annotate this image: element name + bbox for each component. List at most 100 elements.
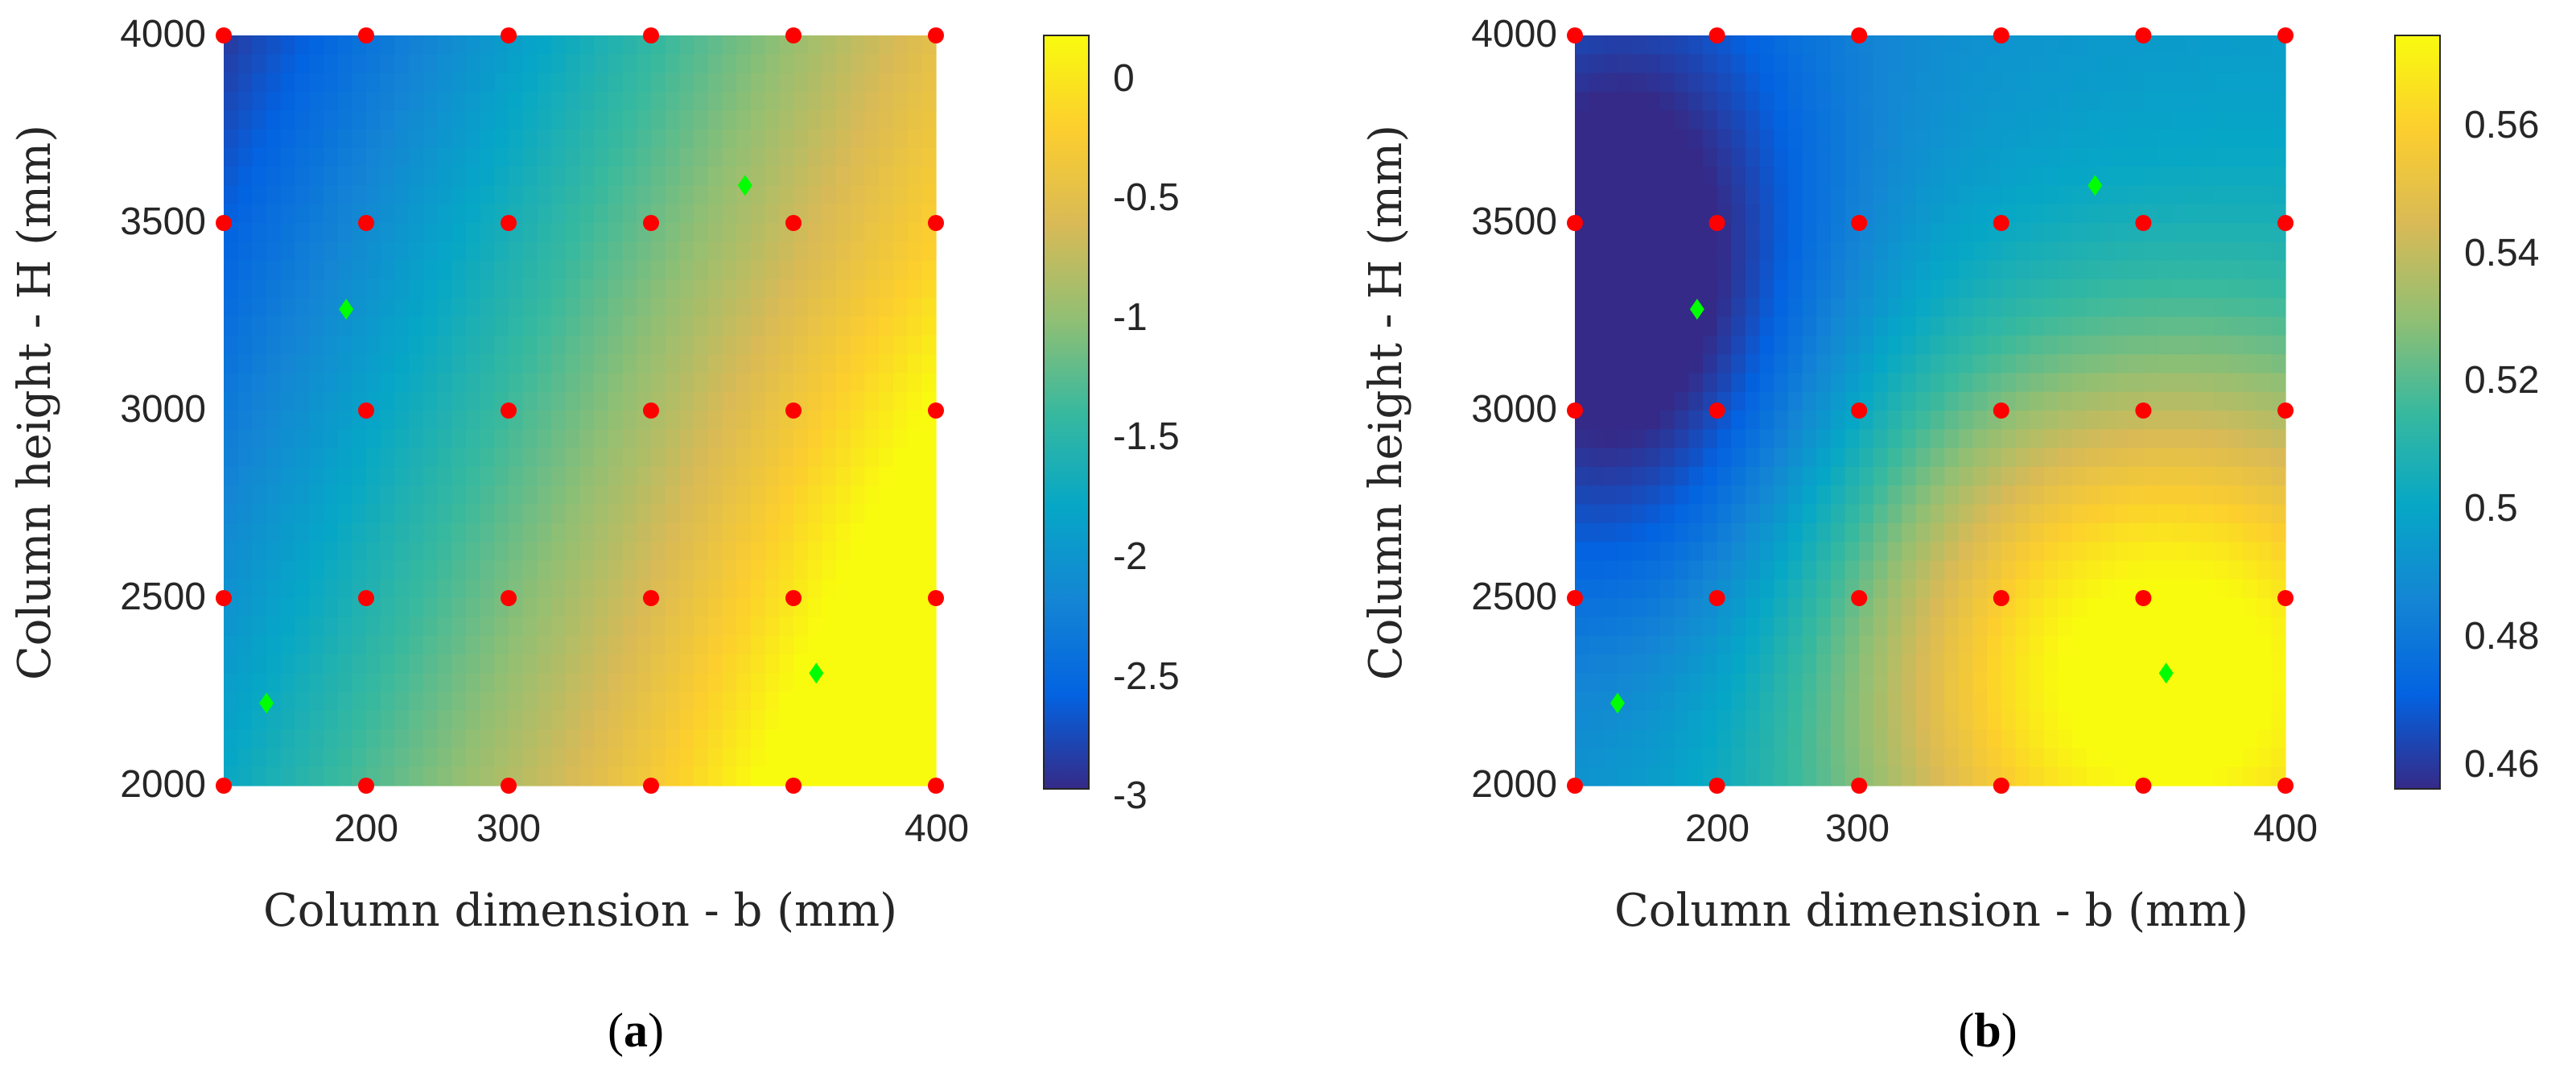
- heatmap-cell: [2043, 504, 2059, 524]
- heatmap-cell: [836, 766, 851, 786]
- heatmap-cell: [2115, 129, 2130, 149]
- heatmap-cell: [380, 411, 395, 430]
- heatmap-cell: [2015, 579, 2030, 599]
- heatmap-cell: [1915, 448, 1931, 468]
- heatmap-cell: [1774, 354, 1789, 374]
- colorbar-tick-label: 0: [1113, 57, 1135, 100]
- heatmap-cell: [1887, 466, 1902, 486]
- heatmap-cell: [465, 542, 481, 561]
- heatmap-cell: [622, 354, 637, 374]
- heatmap-cell: [822, 485, 837, 506]
- heatmap-cell: [736, 391, 752, 411]
- heatmap-cell: [1930, 72, 1945, 93]
- heatmap-cell: [394, 448, 410, 468]
- heatmap-cell: [736, 54, 752, 74]
- heatmap-cell: [295, 448, 310, 468]
- heatmap-cell: [309, 429, 324, 449]
- heatmap-cell: [1844, 691, 1860, 712]
- heatmap-cell: [394, 748, 410, 768]
- heatmap-cell: [594, 260, 609, 280]
- heatmap-cell: [1674, 411, 1689, 430]
- heatmap-cell: [352, 72, 367, 93]
- heatmap-cell: [1646, 411, 1661, 430]
- heatmap-cell: [565, 223, 581, 242]
- heatmap-cell: [608, 766, 624, 786]
- heatmap-cell: [337, 635, 352, 655]
- heatmap-cell: [836, 54, 851, 74]
- heatmap-cell: [707, 91, 723, 111]
- heatmap-cell: [266, 316, 282, 336]
- heatmap-cell: [1659, 316, 1675, 336]
- heatmap-cell: [822, 72, 837, 93]
- heatmap-cell: [765, 298, 780, 318]
- heatmap-cell: [1659, 279, 1675, 299]
- heatmap-cell: [2115, 223, 2130, 242]
- heatmap-cell: [409, 598, 424, 617]
- heatmap-cell: [879, 354, 894, 374]
- heatmap-cell: [437, 335, 452, 355]
- heatmap-cell: [565, 316, 581, 336]
- heatmap-cell: [565, 691, 581, 712]
- heatmap-cell: [2129, 466, 2144, 486]
- heatmap-cell: [2115, 504, 2130, 524]
- heatmap-cell: [2100, 598, 2116, 617]
- heatmap-cell: [237, 635, 253, 655]
- heatmap-cell: [437, 710, 452, 730]
- heatmap-cell: [1987, 485, 2002, 506]
- heatmap-cell: [1930, 766, 1945, 786]
- heatmap-cell: [224, 354, 239, 374]
- heatmap-cell: [2001, 72, 2017, 93]
- heatmap-cell: [551, 729, 567, 749]
- heatmap-cell: [522, 91, 538, 111]
- sample-point: [2277, 402, 2294, 419]
- heatmap-cell: [694, 391, 709, 411]
- colorbar-tick-label: 0.5: [2464, 487, 2518, 530]
- heatmap-cell: [1844, 654, 1860, 674]
- heatmap-cell: [694, 766, 709, 786]
- heatmap-cell: [765, 391, 780, 411]
- heatmap-cell: [679, 617, 694, 637]
- heatmap-cell: [2214, 448, 2229, 468]
- heatmap-cell: [694, 429, 709, 449]
- heatmap-cell: [1617, 72, 1633, 93]
- heatmap-cell: [2058, 260, 2073, 280]
- heatmap-cell: [921, 354, 937, 374]
- x-tick-label: 200: [1685, 807, 1750, 850]
- heatmap-cell: [366, 466, 381, 486]
- heatmap-cell: [2129, 617, 2144, 637]
- heatmap-cell: [707, 579, 723, 599]
- heatmap-cell: [309, 411, 324, 430]
- heatmap-cell: [1731, 373, 1746, 393]
- heatmap-cell: [1717, 748, 1732, 768]
- sample-point: [785, 215, 802, 231]
- heatmap-cell: [1603, 673, 1618, 693]
- heatmap-cell: [451, 354, 467, 374]
- heatmap-cell: [608, 185, 624, 205]
- heatmap-cell: [1603, 241, 1618, 262]
- heatmap-cell: [1830, 373, 1846, 393]
- heatmap-cell: [1830, 316, 1846, 336]
- heatmap-cell: [1646, 35, 1661, 55]
- heatmap-cell: [2257, 691, 2272, 712]
- heatmap-cell: [1631, 466, 1647, 486]
- heatmap-cell: [2129, 354, 2144, 374]
- heatmap-cell: [1603, 316, 1618, 336]
- heatmap-cell: [651, 710, 666, 730]
- heatmap-cell: [1646, 729, 1661, 749]
- heatmap-cell: [722, 598, 737, 617]
- heatmap-cell: [2072, 766, 2088, 786]
- heatmap-cell: [2271, 241, 2286, 262]
- heatmap-cell: [1902, 635, 1917, 655]
- heatmap-cell: [2158, 391, 2173, 411]
- heatmap-cell: [252, 729, 267, 749]
- heatmap-cell: [736, 223, 752, 242]
- heatmap-cell: [2058, 617, 2073, 637]
- heatmap-cell: [807, 598, 822, 617]
- heatmap-cell: [1859, 466, 1874, 486]
- heatmap-cell: [665, 654, 680, 674]
- heatmap-cell: [1688, 710, 1704, 730]
- heatmap-cell: [537, 260, 552, 280]
- heatmap-cell: [1702, 654, 1718, 674]
- heatmap-cell: [694, 373, 709, 393]
- heatmap-cell: [1859, 429, 1874, 449]
